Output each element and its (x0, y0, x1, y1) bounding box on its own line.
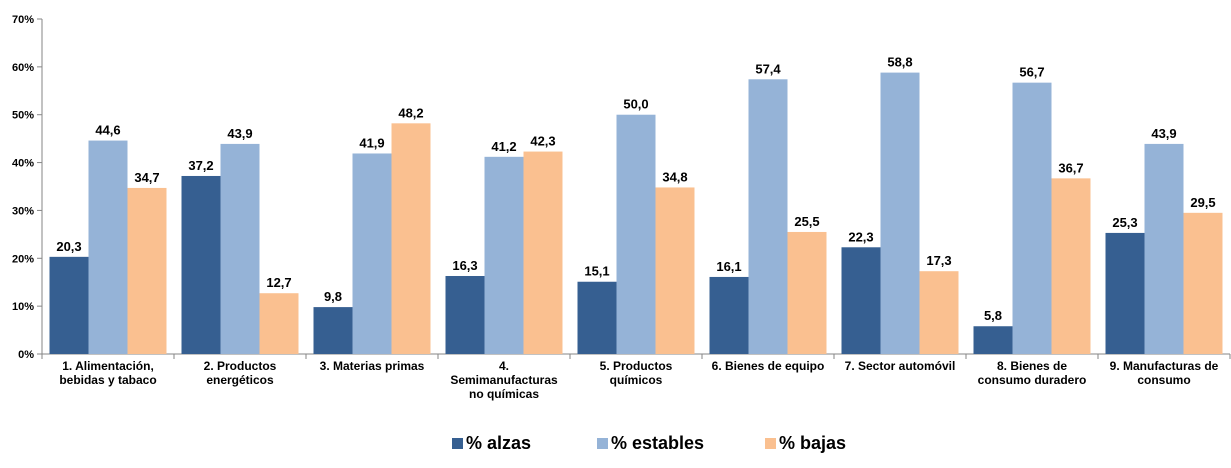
data-label: 37,2 (188, 158, 213, 173)
data-label: 15,1 (584, 264, 609, 279)
legend-swatch (765, 438, 776, 449)
data-label: 50,0 (623, 97, 648, 112)
category-label: 4. Semimanufacturas no químicas (450, 359, 558, 401)
bar-bajas (523, 151, 563, 354)
bar-alzas (49, 256, 89, 354)
category-label: 3. Materias primas (320, 359, 425, 373)
category-label-line: 3. Materias primas (320, 359, 425, 373)
bar-estables (748, 79, 788, 355)
y-tick-label: 60% (12, 62, 34, 74)
bar-bajas (259, 293, 299, 354)
bar-alzas (841, 247, 881, 354)
data-label: 36,7 (1058, 160, 1083, 175)
category-labels-layer: 1. Alimentación, bebidas y tabaco 2. Produ… (59, 359, 1218, 401)
category-label-line: Semimanufacturas (450, 373, 558, 387)
category-label-line: 9. Manufacturas de (1110, 359, 1219, 373)
category-label-line: consumo duradero (978, 373, 1087, 387)
y-tick-label: 70% (12, 14, 34, 26)
bar-estables (484, 156, 524, 354)
bar-estables (616, 114, 656, 354)
y-tick-label: 30% (12, 205, 34, 217)
data-label: 56,7 (1019, 65, 1044, 80)
category-label: 2. Productos energéticos (204, 359, 277, 387)
bar-estables (352, 153, 392, 354)
bar-alzas (445, 275, 485, 354)
y-tick-label: 20% (12, 253, 34, 265)
legend-label: % bajas (779, 433, 846, 453)
category-label: 6. Bienes de equipo (712, 359, 825, 373)
bar-alzas (709, 276, 749, 354)
data-label: 17,3 (926, 253, 951, 268)
data-label: 25,5 (794, 214, 819, 229)
data-label: 43,9 (1151, 126, 1176, 141)
category-label-line: 2. Productos (204, 359, 277, 373)
data-label: 58,8 (887, 55, 912, 70)
category-label-line: 8. Bienes de (997, 359, 1067, 373)
data-label: 12,7 (266, 275, 291, 290)
bars-layer (49, 72, 1223, 355)
category-label-line: no químicas (469, 387, 539, 401)
category-label: 9. Manufacturas de consumo (1110, 359, 1219, 387)
category-label-line: 7. Sector automóvil (845, 359, 956, 373)
bar-bajas (1183, 212, 1223, 354)
category-label-line: 6. Bienes de equipo (712, 359, 825, 373)
bar-bajas (391, 123, 431, 354)
data-label: 41,2 (491, 139, 516, 154)
y-tick-label: 50% (12, 110, 34, 122)
category-label-line: 4. (499, 359, 509, 373)
data-label: 29,5 (1190, 195, 1215, 210)
y-tick-label: 40% (12, 158, 34, 170)
bar-alzas (1105, 232, 1145, 354)
data-label: 41,9 (359, 135, 384, 150)
category-label: 8. Bienes de consumo duradero (978, 359, 1087, 387)
category-label-line: bebidas y tabaco (59, 373, 156, 387)
legend: % alzas % estables % bajas (452, 433, 846, 453)
data-label: 42,3 (530, 134, 555, 149)
data-label: 34,8 (662, 169, 687, 184)
category-label-line: consumo (1137, 373, 1190, 387)
data-label: 25,3 (1112, 215, 1137, 230)
category-label: 7. Sector automóvil (845, 359, 956, 373)
data-label: 16,3 (452, 258, 477, 273)
data-label: 22,3 (848, 229, 873, 244)
y-tick-label: 0% (18, 349, 34, 361)
data-label: 16,1 (716, 259, 741, 274)
data-label: 20,3 (56, 239, 81, 254)
category-label: 1. Alimentación, bebidas y tabaco (59, 359, 156, 387)
data-label: 48,2 (398, 105, 423, 120)
category-label: 5. Productos químicos (600, 359, 673, 387)
data-label: 9,8 (324, 289, 342, 304)
legend-swatch (452, 438, 463, 449)
data-label: 43,9 (227, 126, 252, 141)
data-label: 57,4 (755, 61, 781, 76)
bar-estables (1012, 82, 1052, 355)
data-labels-layer: 20,3 37,2 9,8 16,3 15,1 16,1 22,3 5,8 25,3 44,6 43… (56, 55, 1215, 324)
y-tick-label: 10% (12, 301, 34, 313)
bar-alzas (577, 281, 617, 354)
category-label-line: 5. Productos (600, 359, 673, 373)
bar-estables (1144, 143, 1184, 354)
category-label-line: 1. Alimentación, (62, 359, 154, 373)
category-label-line: energéticos (206, 373, 274, 387)
legend-label: % alzas (466, 433, 531, 453)
data-label: 5,8 (984, 308, 1002, 323)
bar-bajas (1051, 178, 1091, 354)
legend-swatch (597, 438, 608, 449)
legend-label: % estables (611, 433, 704, 453)
data-label: 44,6 (95, 123, 120, 138)
bar-bajas (919, 271, 959, 354)
bar-bajas (127, 187, 167, 354)
bar-alzas (181, 175, 221, 354)
bar-estables (220, 143, 260, 354)
bar-estables (88, 140, 128, 354)
data-label: 34,7 (134, 170, 159, 185)
bar-alzas (973, 326, 1013, 354)
category-label-line: químicos (610, 373, 663, 387)
bar-estables (880, 72, 920, 354)
bar-alzas (313, 307, 353, 354)
bar-bajas (655, 187, 695, 354)
bar-bajas (787, 231, 827, 354)
